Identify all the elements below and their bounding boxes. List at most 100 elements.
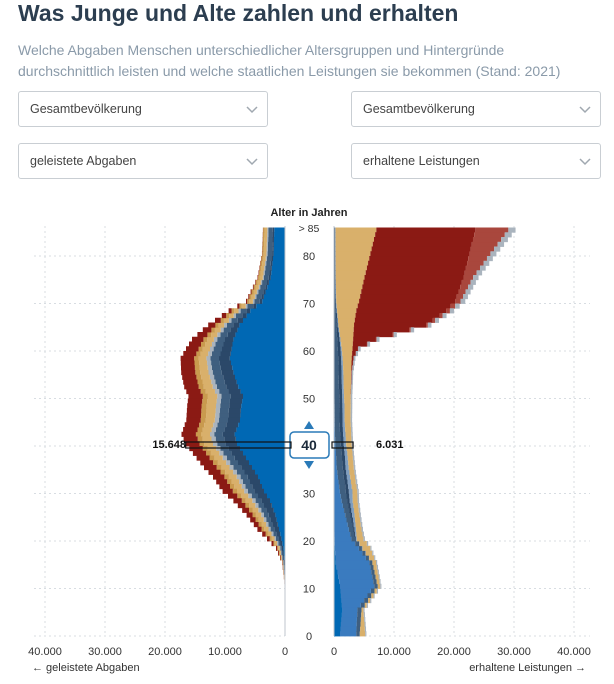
bar-left — [251, 493, 258, 499]
bar-left — [228, 389, 241, 395]
bar-left — [263, 251, 267, 257]
bar-left — [241, 465, 252, 471]
bar-left — [262, 298, 285, 304]
bar-right — [334, 474, 338, 480]
bar-left — [195, 370, 201, 376]
bar-left — [279, 550, 281, 556]
bar-right — [409, 327, 411, 333]
bar-right — [334, 469, 338, 475]
bar-left — [282, 550, 284, 556]
bar-right — [334, 517, 347, 523]
bar-right — [351, 355, 354, 361]
bar-left — [217, 441, 226, 447]
bar-right — [334, 579, 340, 585]
bar-right — [367, 593, 372, 599]
bar-right — [334, 484, 340, 490]
bar-left — [260, 279, 263, 285]
bar-left — [236, 427, 285, 433]
age-down-arrow-icon[interactable] — [304, 461, 314, 469]
age-tick-label: 0 — [306, 631, 312, 643]
bar-right — [334, 422, 340, 428]
bar-left — [232, 488, 237, 494]
bar-left — [222, 488, 233, 494]
population-select-left[interactable]: Gesamtbevölkerung — [18, 91, 268, 127]
bar-right — [339, 412, 343, 418]
bar-left — [252, 484, 262, 490]
bar-right — [365, 555, 369, 561]
bar-right — [334, 631, 340, 637]
bar-right — [334, 313, 336, 319]
bar-right — [334, 256, 336, 262]
bar-right — [348, 460, 354, 466]
bar-right — [335, 308, 337, 314]
bar-right — [473, 275, 479, 281]
bar-right — [354, 322, 427, 328]
bar-left — [255, 279, 256, 285]
x-tick-label-left: 20.000 — [148, 646, 182, 658]
bar-left — [255, 498, 262, 504]
bar-left — [220, 398, 230, 404]
bar-right — [362, 545, 371, 551]
series-right-rente — [350, 227, 476, 404]
bar-left — [214, 455, 223, 461]
bar-left — [228, 474, 237, 480]
bar-left — [236, 313, 243, 319]
bar-right — [435, 317, 439, 323]
age-selector[interactable]: 40 — [289, 421, 330, 469]
bar-right — [343, 389, 351, 395]
chevron-down-icon — [579, 106, 591, 114]
population-select-right[interactable]: Gesamtbevölkerung — [351, 91, 601, 127]
bar-left — [255, 279, 258, 285]
bar-left — [217, 336, 225, 342]
bar-right — [351, 370, 354, 376]
bar-left — [274, 536, 276, 542]
bar-right — [474, 232, 505, 238]
bar-left — [204, 422, 214, 428]
bar-right — [354, 512, 360, 518]
bar-left — [264, 232, 268, 238]
bar-left — [255, 469, 285, 475]
bar-left — [262, 232, 265, 238]
bar-left — [211, 379, 216, 385]
bar-left — [267, 531, 272, 537]
series-right-bildung — [334, 227, 375, 637]
bar-left — [210, 431, 215, 437]
bar-right — [358, 346, 361, 352]
age-selector-box[interactable] — [289, 431, 330, 459]
bar-left — [252, 498, 256, 504]
bar-left — [239, 479, 243, 485]
bar-right — [354, 317, 433, 323]
bar-right — [334, 279, 336, 285]
measure-select-left[interactable]: geleistete Abgaben — [18, 143, 268, 179]
bar-left — [238, 308, 241, 314]
bar-left — [201, 403, 207, 409]
bar-right — [374, 555, 376, 561]
bar-right — [357, 488, 359, 494]
bar-right — [334, 560, 336, 566]
age-up-arrow-icon[interactable] — [304, 421, 314, 429]
bar-left — [268, 275, 271, 281]
bar-right — [343, 379, 351, 385]
bar-left — [252, 298, 255, 304]
bar-left — [281, 550, 283, 556]
bar-right — [334, 398, 340, 404]
bar-left — [215, 408, 220, 414]
bar-right — [342, 422, 345, 428]
bar-left — [263, 289, 266, 295]
bar-right — [427, 322, 432, 328]
bar-right — [337, 474, 344, 480]
bar-left — [240, 417, 285, 423]
bar-right — [336, 465, 343, 471]
bar-left — [208, 351, 212, 357]
bar-left — [233, 322, 240, 328]
bar-left — [283, 550, 285, 556]
bar-right — [363, 279, 462, 285]
bar-right — [450, 303, 456, 309]
measure-select-right[interactable]: erhaltene Leistungen — [351, 143, 601, 179]
bar-left — [267, 241, 273, 247]
bar-right — [336, 455, 343, 461]
bar-left — [275, 512, 285, 518]
bar-right — [334, 403, 340, 409]
x-tick-label-left: 30.000 — [88, 646, 122, 658]
bar-left — [264, 275, 269, 281]
